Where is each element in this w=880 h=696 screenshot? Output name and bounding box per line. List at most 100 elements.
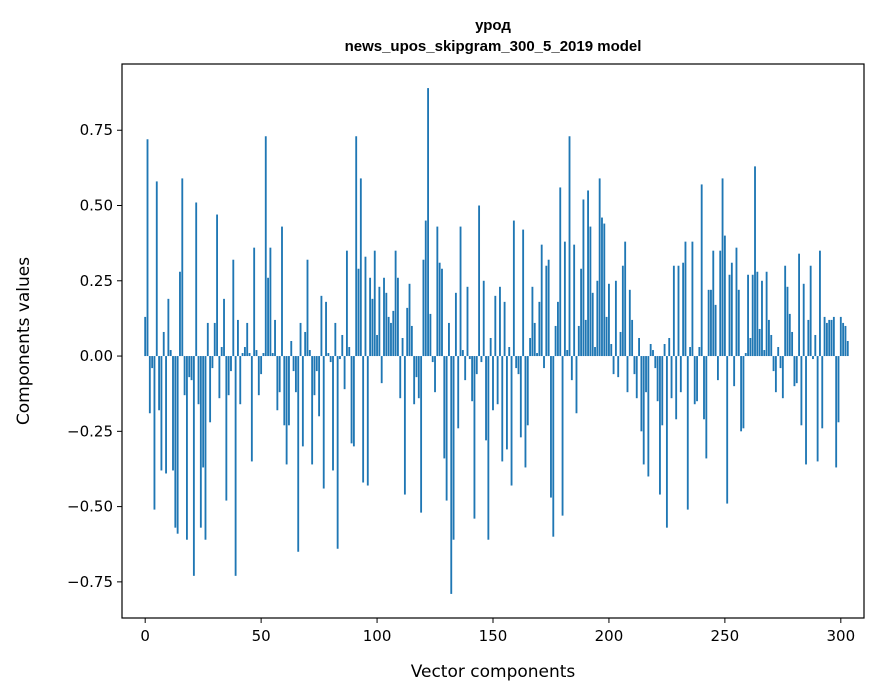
bar-68 bbox=[301, 356, 304, 447]
bar-193 bbox=[591, 292, 594, 357]
bar-162 bbox=[519, 356, 522, 438]
bar-205 bbox=[619, 331, 622, 357]
bar-56 bbox=[274, 319, 276, 357]
bar-293 bbox=[823, 316, 826, 357]
bar-110 bbox=[399, 356, 402, 399]
bar-73 bbox=[313, 356, 316, 396]
bar-116 bbox=[413, 356, 416, 405]
bar-253 bbox=[730, 262, 733, 357]
bar-94 bbox=[362, 356, 365, 483]
bar-242 bbox=[705, 356, 708, 459]
bar-159 bbox=[512, 220, 515, 357]
y-tick-label-4: 0.25 bbox=[80, 272, 113, 290]
bar-251 bbox=[726, 356, 729, 504]
bar-299 bbox=[837, 356, 840, 423]
bar-199 bbox=[605, 316, 608, 357]
bar-10 bbox=[167, 298, 170, 357]
bar-239 bbox=[698, 347, 701, 357]
bar-84 bbox=[339, 356, 341, 360]
bar-237 bbox=[693, 356, 696, 405]
bar-62 bbox=[288, 356, 290, 426]
bar-33 bbox=[220, 347, 223, 357]
bar-74 bbox=[315, 356, 318, 372]
bar-95 bbox=[364, 256, 367, 357]
bar-213 bbox=[638, 337, 640, 357]
bar-247 bbox=[716, 356, 719, 381]
bar-175 bbox=[550, 356, 552, 498]
x-tick-label-5: 250 bbox=[711, 627, 740, 645]
bar-259 bbox=[744, 353, 747, 357]
x-axis-ticks: 0 50 100 150 200 250 300 bbox=[140, 618, 855, 645]
chart-title-line-1: урод bbox=[475, 17, 511, 34]
bar-143 bbox=[475, 356, 478, 375]
bar-254 bbox=[733, 356, 736, 387]
bar-286 bbox=[807, 319, 810, 357]
bar-45 bbox=[248, 353, 251, 357]
bar-107 bbox=[392, 310, 395, 357]
bars-group bbox=[144, 88, 849, 594]
bar-17 bbox=[183, 356, 186, 396]
bar-119 bbox=[420, 356, 423, 513]
bar-208 bbox=[626, 356, 629, 393]
bar-145 bbox=[480, 356, 483, 363]
bar-26 bbox=[204, 356, 207, 540]
bar-89 bbox=[350, 356, 353, 444]
bar-81 bbox=[332, 356, 334, 471]
bar-282 bbox=[798, 253, 800, 357]
bar-165 bbox=[526, 356, 529, 426]
bar-39 bbox=[234, 356, 237, 576]
bar-112 bbox=[403, 356, 406, 495]
bar-141 bbox=[471, 356, 474, 402]
x-axis-label: Vector components bbox=[411, 662, 576, 682]
bar-207 bbox=[624, 241, 627, 357]
bar-63 bbox=[290, 341, 293, 357]
bar-97 bbox=[369, 277, 372, 357]
bar-168 bbox=[533, 322, 536, 357]
bar-229 bbox=[675, 356, 678, 420]
bar-60 bbox=[283, 356, 286, 426]
bar-217 bbox=[647, 356, 650, 477]
bar-179 bbox=[559, 187, 562, 357]
bar-5 bbox=[155, 181, 158, 357]
bar-54 bbox=[269, 247, 272, 357]
bar-220 bbox=[654, 356, 657, 369]
bar-108 bbox=[394, 250, 397, 357]
bar-258 bbox=[742, 356, 745, 429]
bar-177 bbox=[554, 325, 557, 357]
bar-135 bbox=[457, 356, 460, 429]
bar-160 bbox=[515, 356, 518, 369]
bar-86 bbox=[343, 356, 346, 390]
bar-120 bbox=[422, 259, 425, 357]
bar-156 bbox=[505, 356, 508, 450]
bar-266 bbox=[761, 280, 763, 357]
bar-136 bbox=[459, 226, 462, 357]
bar-296 bbox=[830, 319, 833, 357]
bar-265 bbox=[758, 328, 761, 357]
bar-117 bbox=[415, 356, 418, 378]
bar-129 bbox=[443, 356, 446, 459]
bar-238 bbox=[696, 356, 698, 402]
bar-65 bbox=[294, 356, 297, 393]
bar-12 bbox=[172, 356, 174, 471]
bar-41 bbox=[239, 356, 242, 405]
bar-23 bbox=[197, 356, 200, 405]
bar-46 bbox=[250, 356, 253, 462]
bar-204 bbox=[617, 356, 620, 378]
bar-169 bbox=[536, 353, 538, 357]
bar-274 bbox=[779, 356, 782, 369]
bar-164 bbox=[524, 356, 527, 468]
bar-149 bbox=[489, 337, 492, 357]
bar-139 bbox=[466, 286, 469, 357]
bar-166 bbox=[529, 337, 532, 357]
bar-144 bbox=[478, 205, 481, 357]
bar-298 bbox=[835, 356, 838, 468]
bar-69 bbox=[304, 331, 307, 357]
chart-title-line-2: news_upos_skipgram_300_5_2019 model bbox=[345, 38, 642, 55]
bar-211 bbox=[633, 356, 636, 375]
bar-264 bbox=[756, 271, 759, 357]
bar-64 bbox=[292, 356, 295, 372]
bar-142 bbox=[473, 356, 476, 519]
bar-59 bbox=[281, 226, 283, 357]
bar-3 bbox=[151, 356, 154, 369]
bar-240 bbox=[700, 184, 703, 357]
